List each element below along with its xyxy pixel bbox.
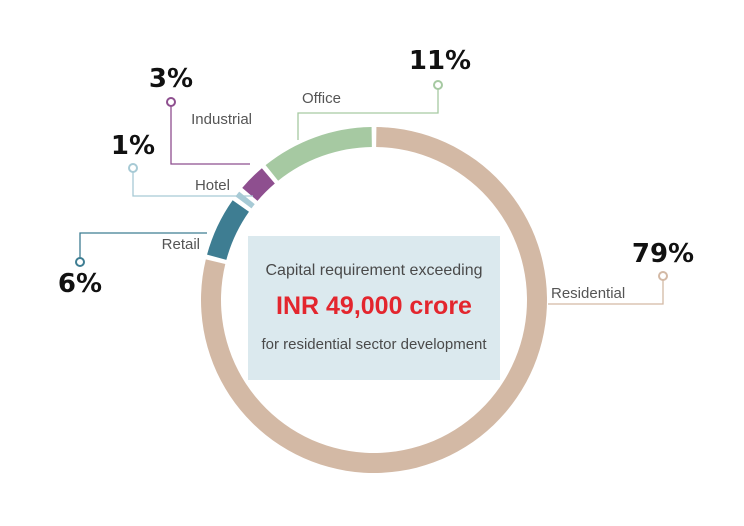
leader-dot-residential <box>658 271 668 281</box>
center-callout-line3: for residential sector development <box>261 336 487 353</box>
leader-line-retail <box>79 232 207 262</box>
category-label-office: Office <box>302 90 341 107</box>
leader-line-office <box>297 85 439 140</box>
category-label-residential: Residential <box>551 285 625 302</box>
leader-dot-industrial <box>166 97 176 107</box>
center-callout-line1: Capital requirement exceeding <box>265 262 483 279</box>
value-label-retail: 6% <box>58 269 102 299</box>
slice-office <box>265 127 372 181</box>
leader-line-hotel <box>132 168 253 197</box>
leader-line-industrial <box>170 102 250 165</box>
donut-slices <box>200 127 547 474</box>
category-label-industrial: Industrial <box>191 111 252 128</box>
category-label-retail: Retail <box>162 236 200 253</box>
category-label-hotel: Hotel <box>195 177 230 194</box>
slice-retail <box>207 200 249 260</box>
value-label-residential: 79% <box>632 239 694 269</box>
value-label-hotel: 1% <box>111 131 155 161</box>
leader-line-residential <box>548 276 664 305</box>
value-label-office: 11% <box>409 46 471 76</box>
leader-dot-retail <box>75 257 85 267</box>
chart-labels: Residential 79% Retail 6% Hotel 1% Industrial 3… <box>58 46 694 302</box>
slice-industrial <box>242 168 275 201</box>
leader-dot-office <box>433 80 443 90</box>
value-label-industrial: 3% <box>149 64 193 94</box>
center-callout: Capital requirement exceeding INR 49,000… <box>248 236 500 380</box>
leader-lines <box>75 80 668 305</box>
leader-dot-hotel <box>128 163 138 173</box>
center-callout-amount: INR 49,000 crore <box>276 292 472 320</box>
